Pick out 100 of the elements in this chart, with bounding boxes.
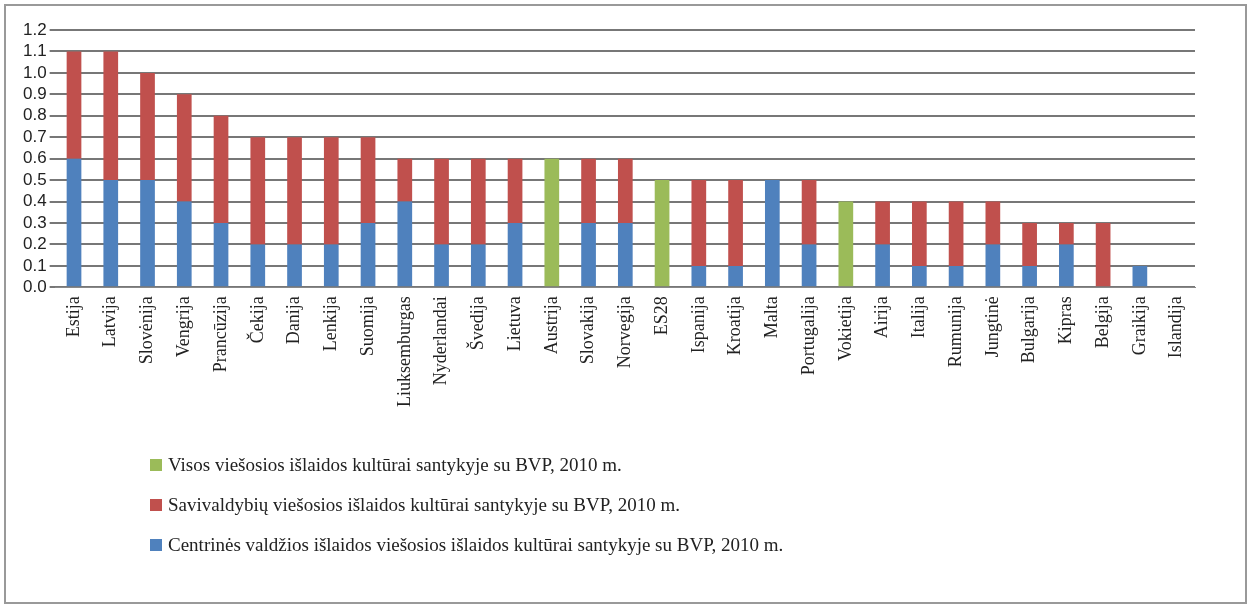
bar bbox=[470, 158, 486, 245]
bar bbox=[434, 158, 449, 245]
bar bbox=[985, 244, 1001, 287]
x-tick-label: Suomija bbox=[356, 296, 377, 357]
bar bbox=[397, 158, 413, 202]
bar bbox=[360, 223, 376, 287]
x-tick-label: Portugalija bbox=[797, 296, 818, 376]
bar bbox=[397, 201, 413, 287]
y-tick-label: 0.1 bbox=[22, 255, 47, 275]
bar bbox=[323, 244, 339, 287]
bar bbox=[1059, 244, 1074, 287]
x-tick-label: Norvegija bbox=[614, 296, 635, 369]
y-tick-label: 1.0 bbox=[22, 62, 47, 82]
x-tick-label: Lietuva bbox=[503, 296, 524, 352]
bar bbox=[507, 223, 523, 287]
bar bbox=[617, 158, 633, 224]
bar bbox=[948, 265, 964, 287]
bar bbox=[544, 158, 560, 287]
bar bbox=[140, 180, 155, 287]
bar bbox=[1095, 223, 1111, 287]
bar bbox=[654, 180, 670, 287]
bar bbox=[176, 201, 192, 287]
bar bbox=[66, 158, 82, 287]
bar bbox=[912, 265, 927, 287]
bar bbox=[66, 51, 82, 159]
y-tick-label: 0.7 bbox=[22, 126, 47, 146]
legend-label: Visos viešosios išlaidos kultūrai santykyje su BVP, 2010 m. bbox=[168, 454, 622, 476]
x-tick-label: Kipras bbox=[1055, 296, 1076, 345]
bar bbox=[801, 244, 817, 287]
bar bbox=[470, 244, 486, 287]
x-tick-label: Graikija bbox=[1128, 296, 1149, 356]
y-tick-label: 0.9 bbox=[22, 84, 47, 104]
x-tick-label: Slovėnija bbox=[136, 296, 157, 365]
bar bbox=[728, 180, 743, 266]
x-tick-label: Kroatija bbox=[724, 296, 745, 356]
bar bbox=[617, 223, 633, 287]
legend-label: Centrinės valdžios išlaidos viešosios išlaidos kultūrai santykyje su BVP, 2010 m. bbox=[168, 534, 784, 556]
x-tick-label: Lenkija bbox=[320, 296, 341, 352]
y-tick-label: 0.8 bbox=[22, 105, 47, 125]
y-tick-label: 0.3 bbox=[22, 212, 47, 232]
bar bbox=[691, 265, 707, 287]
bar bbox=[360, 137, 376, 224]
x-tick-label: Nyderlandai bbox=[430, 296, 451, 386]
y-tick-label: 0.2 bbox=[22, 234, 47, 254]
bar bbox=[103, 51, 119, 181]
bar bbox=[1022, 265, 1037, 287]
y-tick-label: 1.2 bbox=[22, 19, 47, 39]
x-tick-label: Čekija bbox=[245, 296, 267, 344]
bar bbox=[176, 94, 192, 202]
bar bbox=[250, 137, 266, 245]
bar bbox=[1132, 265, 1148, 287]
bar bbox=[103, 180, 119, 287]
x-tick-label: Ispanija bbox=[687, 296, 708, 354]
bar bbox=[912, 201, 927, 266]
x-tick-label: Vengrija bbox=[173, 296, 193, 358]
x-tick-label: Malta bbox=[761, 296, 782, 339]
x-tick-label: Islandija bbox=[1165, 296, 1186, 359]
bar bbox=[801, 180, 817, 245]
x-tick-label: Liuksemburgas bbox=[393, 296, 414, 407]
bar bbox=[764, 180, 780, 287]
bar bbox=[875, 201, 890, 245]
bar bbox=[287, 137, 302, 245]
x-tick-label: Austrija bbox=[540, 296, 561, 355]
bar bbox=[838, 201, 854, 287]
bar bbox=[728, 265, 743, 287]
y-tick-label: 0.5 bbox=[22, 169, 47, 189]
bar bbox=[434, 244, 449, 287]
x-tick-label: Slovakija bbox=[577, 296, 598, 365]
x-tick-label: Latvija bbox=[99, 296, 120, 348]
x-tick-label: Jungtinė bbox=[981, 296, 1002, 358]
y-tick-label: 1.1 bbox=[22, 41, 47, 61]
x-tick-label: Rumunija bbox=[944, 296, 965, 368]
bar bbox=[213, 115, 229, 224]
bar bbox=[250, 244, 266, 287]
x-tick-label: Airija bbox=[871, 296, 892, 339]
x-tick-label: Prancūzija bbox=[209, 296, 230, 373]
bar bbox=[323, 137, 339, 245]
bar bbox=[875, 244, 890, 287]
bar bbox=[985, 201, 1001, 245]
bar bbox=[287, 244, 302, 287]
bar bbox=[507, 158, 523, 224]
y-tick-label: 0.6 bbox=[22, 148, 47, 168]
bar bbox=[691, 180, 707, 266]
x-tick-label: Vokietija bbox=[834, 296, 855, 362]
bar bbox=[581, 158, 596, 224]
bar bbox=[213, 223, 229, 287]
x-tick-label: Švedija bbox=[466, 296, 488, 351]
x-tick-label: Italija bbox=[908, 296, 929, 339]
x-tick-label: ES28 bbox=[650, 296, 671, 336]
y-tick-label: 0.0 bbox=[22, 277, 47, 297]
x-tick-label: Danija bbox=[283, 296, 304, 345]
bar bbox=[581, 223, 596, 287]
x-tick-label: Bulgarija bbox=[1018, 296, 1039, 364]
legend-label: Savivaldybių viešosios išlaidos kultūrai santykyje su BVP, 2010 m. bbox=[168, 494, 680, 516]
x-tick-label: Estija bbox=[62, 296, 83, 338]
bar bbox=[140, 72, 155, 181]
bar bbox=[1022, 223, 1037, 266]
x-tick-label: Belgija bbox=[1091, 296, 1112, 349]
bar bbox=[948, 201, 964, 266]
y-tick-label: 0.4 bbox=[22, 191, 47, 211]
